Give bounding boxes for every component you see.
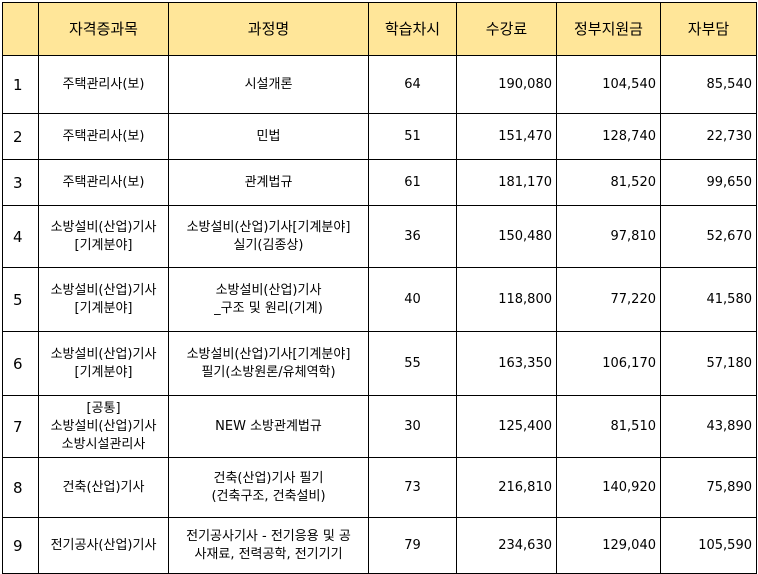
- row-number: 4: [2, 205, 39, 268]
- header-fee: 수강료: [456, 2, 557, 56]
- row-hours: 73: [368, 457, 457, 518]
- header-number: [2, 2, 39, 56]
- row-subsidy: 97,810: [556, 205, 661, 268]
- row-fee: 125,400: [456, 395, 557, 458]
- row-hours: 55: [368, 331, 457, 396]
- row-subject: 소방설비(산업)기사 [기계분야]: [38, 267, 169, 332]
- table-row: 2 주택관리사(보) 민법 51 151,470 128,740 22,730: [2, 113, 757, 160]
- row-subject: 전기공사(산업)기사: [38, 517, 169, 574]
- row-self-pay: 105,590: [660, 517, 757, 574]
- row-self-pay: 52,670: [660, 205, 757, 268]
- row-subject: 주택관리사(보): [38, 159, 169, 206]
- table-row: 8 건축(산업)기사 건축(산업)기사 필기 (건축구조, 건축설비) 73 2…: [2, 457, 757, 518]
- row-hours: 40: [368, 267, 457, 332]
- row-fee: 151,470: [456, 113, 557, 160]
- header-self-pay: 자부담: [660, 2, 757, 56]
- row-course: 관계법규: [168, 159, 369, 206]
- row-subsidy: 128,740: [556, 113, 661, 160]
- header-subject: 자격증과목: [38, 2, 169, 56]
- row-subject: 주택관리사(보): [38, 113, 169, 160]
- row-subsidy: 81,510: [556, 395, 661, 458]
- row-fee: 163,350: [456, 331, 557, 396]
- header-course: 과정명: [168, 2, 369, 56]
- header-row: 자격증과목 과정명 학습차시 수강료 정부지원금 자부담: [2, 2, 757, 56]
- table-row: 4 소방설비(산업)기사 [기계분야] 소방설비(산업)기사[기계분야] 실기(…: [2, 205, 757, 268]
- row-number: 8: [2, 457, 39, 518]
- row-self-pay: 99,650: [660, 159, 757, 206]
- row-hours: 30: [368, 395, 457, 458]
- table-row: 1 주택관리사(보) 시설개론 64 190,080 104,540 85,54…: [2, 55, 757, 114]
- row-number: 7: [2, 395, 39, 458]
- table-row: 3 주택관리사(보) 관계법규 61 181,170 81,520 99,650: [2, 159, 757, 206]
- table-row: 6 소방설비(산업)기사 [기계분야] 소방설비(산업)기사[기계분야] 필기(…: [2, 331, 757, 396]
- row-course: 건축(산업)기사 필기 (건축구조, 건축설비): [168, 457, 369, 518]
- table-row: 7 [공통] 소방설비(산업)기사 소방시설관리사 NEW 소방관계법규 30 …: [2, 395, 757, 458]
- row-subject: 건축(산업)기사: [38, 457, 169, 518]
- row-course: NEW 소방관계법규: [168, 395, 369, 458]
- row-subsidy: 106,170: [556, 331, 661, 396]
- header-hours: 학습차시: [368, 2, 457, 56]
- row-self-pay: 41,580: [660, 267, 757, 332]
- row-subsidy: 129,040: [556, 517, 661, 574]
- row-course: 전기공사기사 - 전기응용 및 공 사재료, 전력공학, 전기기기: [168, 517, 369, 574]
- row-hours: 36: [368, 205, 457, 268]
- row-subsidy: 77,220: [556, 267, 661, 332]
- row-fee: 190,080: [456, 55, 557, 114]
- row-number: 6: [2, 331, 39, 396]
- row-subject: 소방설비(산업)기사 [기계분야]: [38, 331, 169, 396]
- row-hours: 61: [368, 159, 457, 206]
- row-fee: 150,480: [456, 205, 557, 268]
- row-number: 9: [2, 517, 39, 574]
- row-self-pay: 57,180: [660, 331, 757, 396]
- row-self-pay: 43,890: [660, 395, 757, 458]
- row-hours: 64: [368, 55, 457, 114]
- row-hours: 79: [368, 517, 457, 574]
- row-course: 소방설비(산업)기사[기계분야] 필기(소방원론/유체역학): [168, 331, 369, 396]
- row-subject: 소방설비(산업)기사 [기계분야]: [38, 205, 169, 268]
- row-number: 1: [2, 55, 39, 114]
- row-self-pay: 22,730: [660, 113, 757, 160]
- row-self-pay: 75,890: [660, 457, 757, 518]
- row-number: 2: [2, 113, 39, 160]
- row-subsidy: 81,520: [556, 159, 661, 206]
- row-fee: 181,170: [456, 159, 557, 206]
- row-subsidy: 140,920: [556, 457, 661, 518]
- row-hours: 51: [368, 113, 457, 160]
- row-subject: 주택관리사(보): [38, 55, 169, 114]
- table-row: 9 전기공사(산업)기사 전기공사기사 - 전기응용 및 공 사재료, 전력공학…: [2, 517, 757, 574]
- header-subsidy: 정부지원금: [556, 2, 661, 56]
- row-fee: 118,800: [456, 267, 557, 332]
- row-course: 소방설비(산업)기사 _구조 및 원리(기계): [168, 267, 369, 332]
- row-number: 5: [2, 267, 39, 332]
- row-course: 민법: [168, 113, 369, 160]
- row-course: 소방설비(산업)기사[기계분야] 실기(김종상): [168, 205, 369, 268]
- row-fee: 216,810: [456, 457, 557, 518]
- row-fee: 234,630: [456, 517, 557, 574]
- row-subsidy: 104,540: [556, 55, 661, 114]
- row-number: 3: [2, 159, 39, 206]
- row-self-pay: 85,540: [660, 55, 757, 114]
- table-row: 5 소방설비(산업)기사 [기계분야] 소방설비(산업)기사 _구조 및 원리(…: [2, 267, 757, 332]
- row-course: 시설개론: [168, 55, 369, 114]
- row-subject: [공통] 소방설비(산업)기사 소방시설관리사: [38, 395, 169, 458]
